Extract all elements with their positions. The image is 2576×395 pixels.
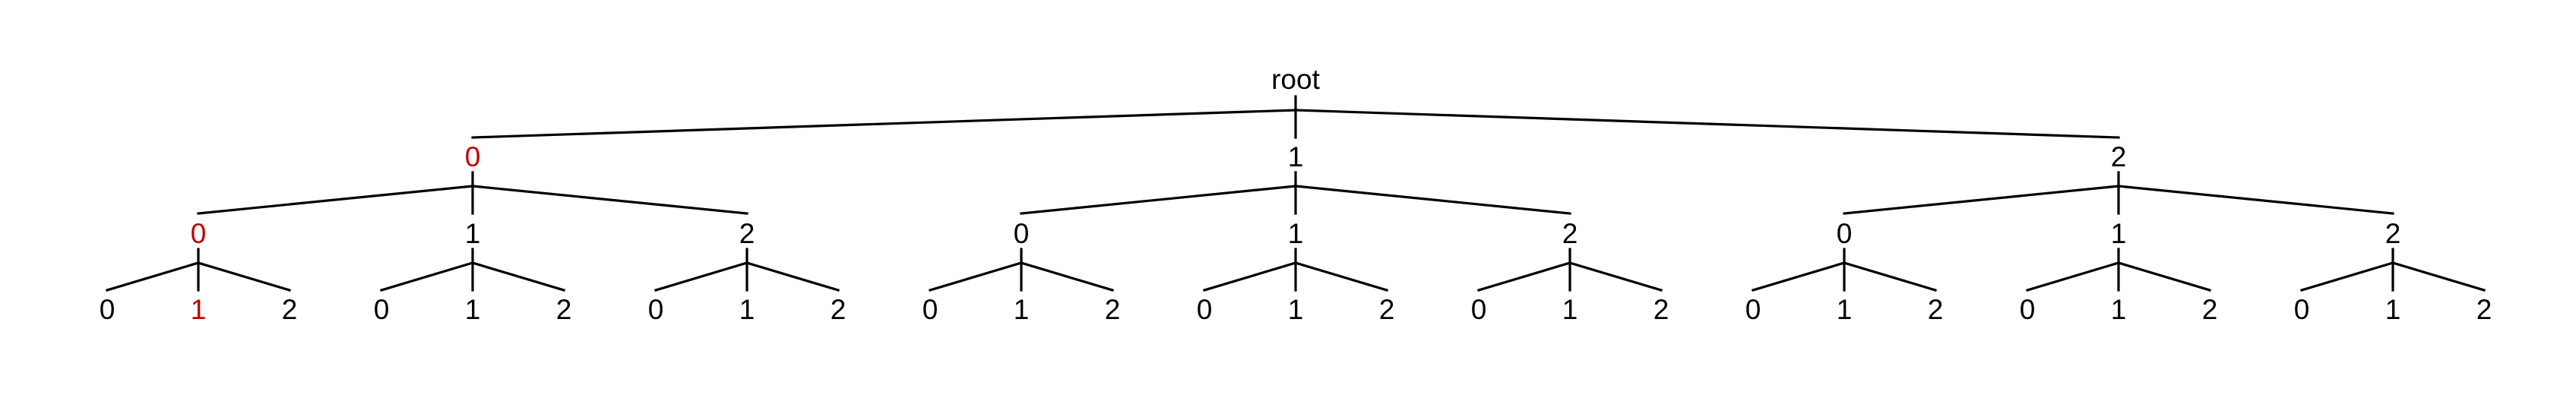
node-label-1-2-0: 0 (1471, 294, 1487, 325)
node-label-1-1-2: 2 (1379, 294, 1395, 325)
edge-1-2-to-2 (1568, 261, 1663, 292)
edge-2-2-to-2 (2391, 261, 2486, 292)
edge-root-to-0 (471, 109, 1297, 139)
edge-2-to-0 (1843, 185, 2120, 215)
node-label-0-2-0: 0 (648, 294, 664, 325)
edge-0-1-to-2 (471, 261, 565, 292)
node-label-0-1: 1 (465, 218, 481, 249)
edge-0-1-to-0 (380, 261, 474, 292)
node-label-1-2: 2 (1562, 218, 1578, 249)
edge-0-0-to-0 (106, 261, 200, 292)
node-label-2-2-1: 1 (2385, 294, 2401, 325)
edge-1-0-to-0 (929, 261, 1023, 292)
node-label-2-0-1: 1 (1837, 294, 1853, 325)
edge-0-to-0 (197, 185, 474, 215)
edge-1-2-to-0 (1477, 261, 1571, 292)
node-label-1-0-0: 0 (922, 294, 938, 325)
node-label-2-0: 0 (1837, 218, 1853, 249)
node-label-1: 1 (1288, 141, 1304, 172)
edge-2-1-to-0 (2026, 261, 2120, 292)
node-label-2-2-2: 2 (2476, 294, 2492, 325)
edge-1-0-to-2 (1020, 261, 1114, 292)
node-label-2-1-0: 0 (2020, 294, 2036, 325)
edge-2-to-2 (2117, 185, 2394, 215)
edge-0-2-to-0 (654, 261, 748, 292)
edge-root-to-2 (1294, 109, 2120, 139)
node-label-1-0: 0 (1014, 218, 1030, 249)
node-label-0-2-1: 1 (739, 294, 755, 325)
edge-1-1-to-0 (1203, 261, 1297, 292)
node-label-0-0-2: 2 (282, 294, 298, 325)
edge-2-2-to-0 (2300, 261, 2394, 292)
node-label-0-1-2: 2 (556, 294, 572, 325)
node-label-2: 2 (2111, 141, 2127, 172)
node-label-1-1-1: 1 (1288, 294, 1304, 325)
node-label-0-2: 2 (739, 218, 755, 249)
node-label-2-1: 1 (2111, 218, 2127, 249)
node-label-1-0-1: 1 (1014, 294, 1030, 325)
edge-1-1-to-2 (1294, 261, 1388, 292)
node-label-0-0: 0 (191, 218, 207, 249)
node-label-2-0-0: 0 (1745, 294, 1761, 325)
node-label-2-0-2: 2 (1928, 294, 1944, 325)
edge-0-0-to-2 (197, 261, 291, 292)
edge-0-2-to-2 (745, 261, 840, 292)
node-label-1-2-1: 1 (1562, 294, 1578, 325)
node-label-0-2-2: 2 (831, 294, 847, 325)
node-label-2-2: 2 (2385, 218, 2401, 249)
node-label-0-1-1: 1 (465, 294, 481, 325)
node-label-0-0-1: 1 (191, 294, 207, 325)
node-label-2-2-0: 0 (2294, 294, 2310, 325)
node-label-0: 0 (465, 141, 481, 172)
node-label-0-0-0: 0 (100, 294, 116, 325)
edge-1-to-0 (1020, 185, 1297, 215)
node-label-1-1: 1 (1288, 218, 1304, 249)
edge-2-0-to-2 (1843, 261, 1937, 292)
edge-2-1-to-2 (2117, 261, 2211, 292)
node-label-2-1-2: 2 (2202, 294, 2218, 325)
root-label: root (1271, 64, 1320, 95)
node-label-1-1-0: 0 (1197, 294, 1213, 325)
edge-2-0-to-0 (1752, 261, 1846, 292)
node-label-2-1-1: 1 (2111, 294, 2127, 325)
node-label-1-2-2: 2 (1654, 294, 1669, 325)
node-label-1-0-2: 2 (1105, 294, 1121, 325)
edge-1-to-2 (1294, 185, 1571, 215)
node-label-0-1-0: 0 (374, 294, 390, 325)
edge-0-to-2 (471, 185, 748, 215)
